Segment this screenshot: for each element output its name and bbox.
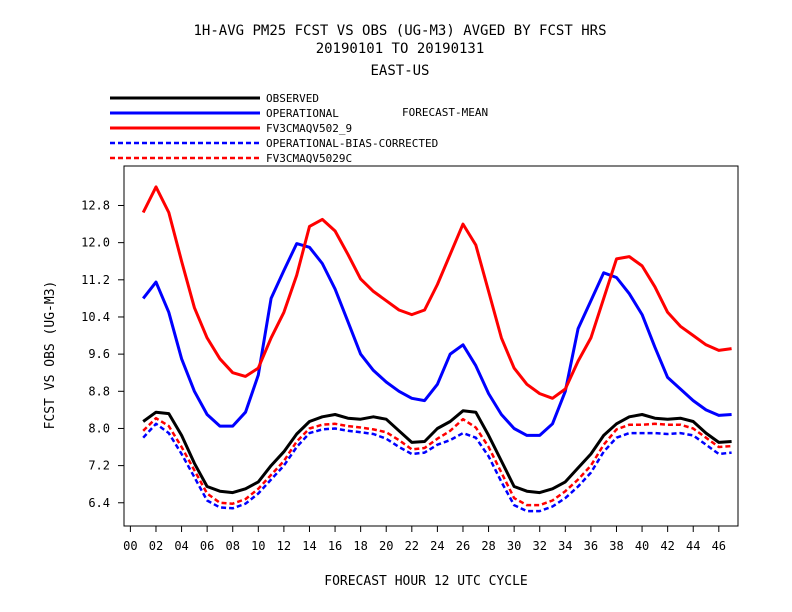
y-tick-label: 9.6 xyxy=(88,347,110,361)
x-tick-label: 26 xyxy=(456,539,470,553)
y-tick-label: 10.4 xyxy=(81,310,110,324)
series-line-operational xyxy=(142,242,732,437)
x-tick-label: 02 xyxy=(149,539,163,553)
y-tick-label: 11.2 xyxy=(81,273,110,287)
x-tick-label: 16 xyxy=(328,539,342,553)
x-tick-label: 22 xyxy=(405,539,419,553)
x-tick-label: 40 xyxy=(635,539,649,553)
y-tick-label: 12.8 xyxy=(81,198,110,212)
series-line-operational-bias-corrected xyxy=(142,422,732,513)
x-tick-label: 10 xyxy=(251,539,265,553)
series-line-fv3cmaqv5029c xyxy=(142,416,732,507)
x-tick-label: 14 xyxy=(302,539,316,553)
y-tick-label: 7.2 xyxy=(88,459,110,473)
legend-note: FORECAST-MEAN xyxy=(402,106,488,119)
x-axis-label: FORECAST HOUR 12 UTC CYCLE xyxy=(324,574,528,589)
legend-label: FV3CMAQV5029C xyxy=(266,152,352,165)
x-axis: 00 02 04 06 08 10 12 14 16 18 20 22 24 26 28 30 32 34 36 38… xyxy=(123,526,726,553)
x-tick-label: 06 xyxy=(200,539,214,553)
y-axis-label: FCST VS OBS (UG-M3) xyxy=(43,281,58,430)
x-tick-label: 44 xyxy=(686,539,700,553)
series-line-fv3cmaqv502-9 xyxy=(141,185,732,400)
y-tick-label: 8.0 xyxy=(88,421,110,435)
series-line-observed xyxy=(142,409,732,495)
legend-label: FV3CMAQV502_9 xyxy=(266,122,352,135)
y-tick-label: 8.8 xyxy=(88,384,110,398)
y-tick-label: 6.4 xyxy=(88,496,110,510)
x-tick-label: 34 xyxy=(558,539,572,553)
legend-label: OPERATIONAL xyxy=(266,107,339,120)
x-tick-label: 32 xyxy=(533,539,547,553)
x-tick-label: 18 xyxy=(353,539,367,553)
plot-frame xyxy=(123,165,739,527)
legend-label: OBSERVED xyxy=(266,92,319,105)
x-tick-label: 38 xyxy=(609,539,623,553)
x-tick-label: 00 xyxy=(123,539,137,553)
x-tick-label: 46 xyxy=(712,539,726,553)
x-tick-label: 36 xyxy=(584,539,598,553)
x-tick-label: 24 xyxy=(430,539,444,553)
x-tick-label: 42 xyxy=(660,539,674,553)
y-tick-label: 12.0 xyxy=(81,236,110,250)
x-tick-label: 20 xyxy=(379,539,393,553)
y-axis: 6.4 7.2 8.0 8.8 9.6 10.4 11.2 12.0 12.8 xyxy=(81,198,124,510)
x-tick-label: 08 xyxy=(226,539,240,553)
plot-area xyxy=(141,185,732,513)
legend: OBSERVED OPERATIONAL FV3CMAQV502_9 OPERATIO… xyxy=(110,92,438,165)
legend-label: OPERATIONAL-BIAS-CORRECTED xyxy=(266,137,438,150)
x-tick-label: 30 xyxy=(507,539,521,553)
x-tick-label: 04 xyxy=(174,539,188,553)
x-tick-label: 12 xyxy=(277,539,291,553)
chart-date-range: 20190101 TO 20190131 xyxy=(316,41,485,57)
chart-region: EAST-US xyxy=(370,63,429,79)
chart-title: 1H-AVG PM25 FCST VS OBS (UG-M3) AVGED BY… xyxy=(193,23,606,39)
x-tick-label: 28 xyxy=(481,539,495,553)
